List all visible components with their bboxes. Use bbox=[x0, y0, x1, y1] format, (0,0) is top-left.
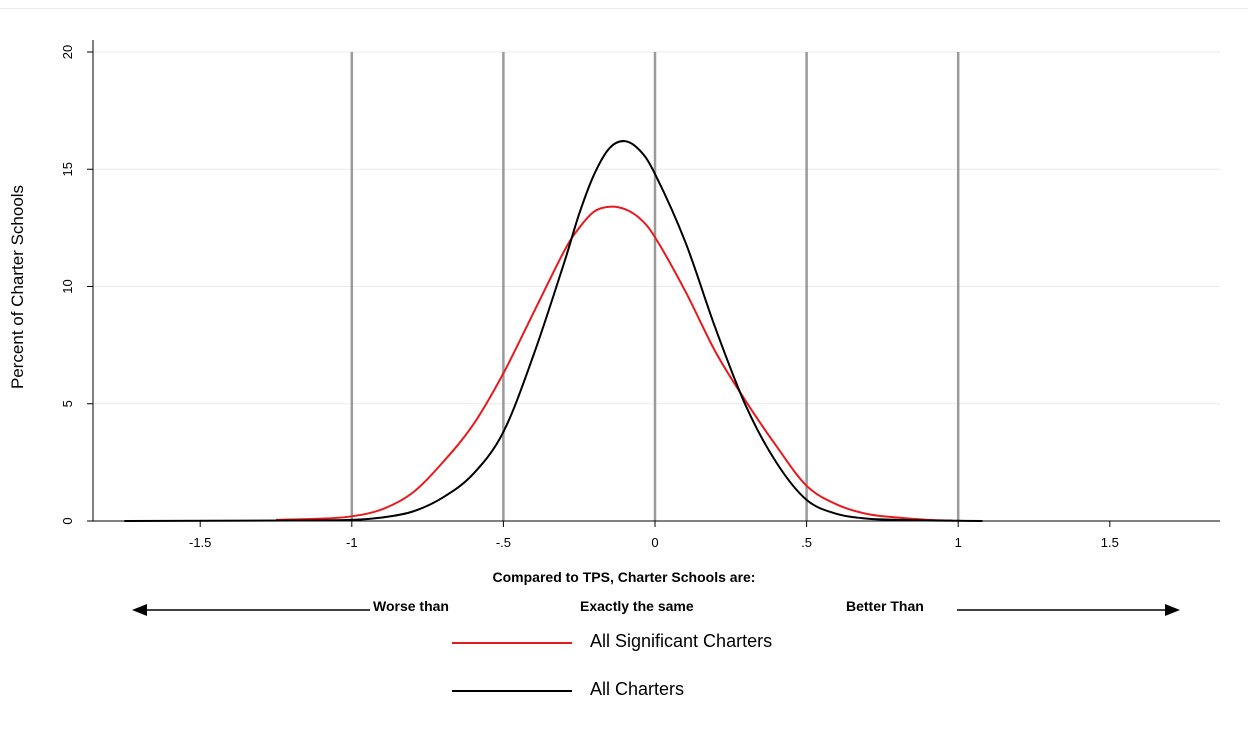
y-tick-label: 15 bbox=[60, 162, 75, 176]
y-ticks: 0 5 10 15 20 bbox=[60, 45, 93, 525]
series-line-significant bbox=[275, 205, 953, 522]
y-tick-label: 20 bbox=[60, 45, 75, 59]
reference-lines bbox=[350, 52, 960, 521]
scale-label-same: Exactly the same bbox=[580, 598, 694, 614]
series-line-all bbox=[124, 140, 983, 522]
x-tick-label: 0 bbox=[651, 535, 658, 550]
y-tick-label: 5 bbox=[60, 400, 75, 407]
top-divider bbox=[0, 8, 1248, 9]
x-tick-label: -1 bbox=[346, 535, 358, 550]
legend-label-all: All Charters bbox=[590, 679, 685, 699]
y-axis-title: Percent of Charter Schools bbox=[8, 185, 27, 389]
legend-label-significant: All Significant Charters bbox=[590, 631, 773, 651]
scale-label-better: Better Than bbox=[846, 598, 924, 614]
x-axis-title: Compared to TPS, Charter Schools are: bbox=[492, 569, 756, 585]
scale-arrows bbox=[132, 604, 1180, 616]
x-tick-label: -1.5 bbox=[189, 535, 211, 550]
x-tick-label: -.5 bbox=[496, 535, 511, 550]
right-arrow-icon bbox=[1165, 604, 1180, 616]
scale-label-worse: Worse than bbox=[373, 598, 449, 614]
legend-swatch-significant bbox=[452, 642, 572, 644]
x-tick-label: .5 bbox=[801, 535, 812, 550]
y-tick-label: 0 bbox=[60, 517, 75, 524]
left-arrow-icon bbox=[132, 604, 147, 616]
y-tick-label: 10 bbox=[60, 279, 75, 293]
chart: 0 5 10 15 20 -1.5 -1 -.5 0 .5 1 1.5 Percent of Cha… bbox=[8, 40, 1220, 550]
x-tick-label: 1.5 bbox=[1101, 535, 1119, 550]
scale-row: Worse than Exactly the same Better Than bbox=[0, 598, 1248, 622]
x-tick-label: 1 bbox=[955, 535, 962, 550]
series-lines bbox=[124, 140, 983, 522]
legend-swatch-all bbox=[452, 690, 572, 692]
gridlines bbox=[93, 51, 1220, 405]
x-ticks: -1.5 -1 -.5 0 .5 1 1.5 bbox=[189, 521, 1119, 550]
